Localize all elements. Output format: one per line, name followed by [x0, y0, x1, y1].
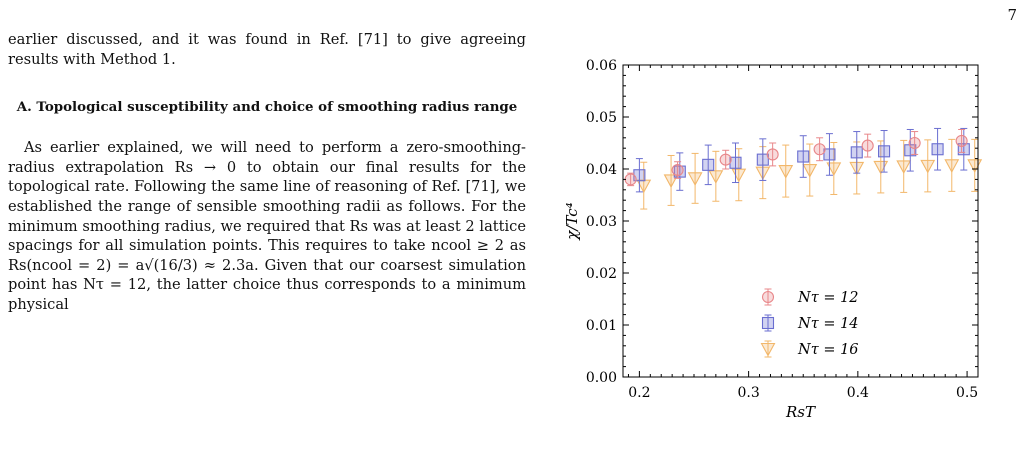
y-tick-label: 0.02	[586, 266, 617, 282]
data-point	[687, 172, 703, 187]
data-point	[920, 159, 936, 174]
data-point	[813, 143, 826, 156]
page-number: 7	[1007, 6, 1017, 24]
data-point	[673, 165, 686, 178]
data-point	[766, 148, 779, 161]
series-layer	[624, 127, 983, 210]
legend-label: Nτ = 14	[797, 316, 859, 332]
data-point	[944, 159, 960, 174]
x-tick-label: 0.2	[628, 385, 650, 401]
data-point	[778, 165, 794, 179]
legend-marker	[761, 290, 775, 304]
legend-marker	[760, 342, 776, 357]
data-point	[873, 160, 889, 175]
data-point	[861, 139, 874, 152]
data-point	[708, 170, 724, 184]
data-point	[955, 134, 968, 147]
data-point	[823, 148, 836, 161]
data-point	[850, 146, 863, 159]
series-triangle-down	[636, 138, 983, 210]
data-point	[797, 150, 810, 163]
y-axis-label: χ/Tc⁴	[563, 202, 581, 240]
y-tick-label: 0.04	[586, 162, 617, 178]
x-tick-label: 0.3	[737, 385, 759, 401]
text-column: earlier discussed, and it was found in R…	[8, 30, 526, 315]
legend-label: Nτ = 16	[797, 342, 859, 358]
data-point	[908, 136, 921, 150]
data-point	[624, 173, 637, 186]
data-point	[671, 163, 684, 177]
series-square	[633, 127, 970, 193]
data-point	[802, 163, 818, 178]
x-axis-label: RsT	[785, 403, 816, 421]
y-tick-label: 0.03	[586, 214, 617, 230]
data-point	[878, 145, 891, 158]
data-point	[702, 158, 715, 171]
y-tick-label: 0.06	[586, 58, 617, 74]
data-point	[967, 159, 983, 174]
y-tick-label: 0.01	[586, 318, 617, 334]
data-point	[931, 143, 944, 156]
y-tick-label: 0.05	[586, 110, 617, 126]
data-point	[957, 143, 970, 156]
data-point	[756, 153, 769, 166]
x-tick-label: 0.5	[956, 385, 978, 401]
x-tick-label: 0.4	[847, 385, 869, 401]
axes-layer: 0.00 0.01 0.02 0.03 0.04 0.05 0.06 0.2 0.3 0.4 0.5	[586, 58, 979, 401]
paragraph-1: earlier discussed, and it was found in R…	[8, 31, 526, 68]
data-point	[826, 162, 842, 177]
paragraph-2: As earlier explained, we will need to pe…	[8, 139, 526, 313]
legend-label: Nτ = 12	[797, 290, 859, 306]
y-tick-label: 0.00	[586, 370, 617, 386]
data-point	[731, 168, 747, 183]
data-point	[719, 153, 732, 166]
data-point	[636, 179, 652, 194]
legend-layer: Nτ = 12 Nτ = 14 Nτ = 16	[760, 288, 859, 358]
legend-marker	[761, 316, 775, 330]
data-point	[904, 144, 917, 157]
section-heading: A. Topological susceptibility and choice…	[16, 99, 518, 116]
figure-chart: 0.00 0.01 0.02 0.03 0.04 0.05 0.06 0.2 0.3 0.4 0.5…	[555, 55, 995, 445]
data-point	[896, 160, 912, 175]
chart-svg: 0.00 0.01 0.02 0.03 0.04 0.05 0.06 0.2 0.3 0.4 0.5…	[563, 58, 983, 421]
series-circle	[624, 128, 968, 187]
